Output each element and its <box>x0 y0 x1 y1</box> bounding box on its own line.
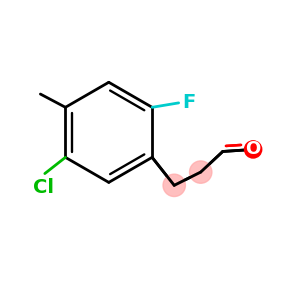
Circle shape <box>190 161 212 183</box>
Circle shape <box>245 141 261 158</box>
Text: Cl: Cl <box>33 178 54 197</box>
Circle shape <box>163 174 185 197</box>
Text: F: F <box>182 93 195 112</box>
Text: O: O <box>245 140 261 158</box>
